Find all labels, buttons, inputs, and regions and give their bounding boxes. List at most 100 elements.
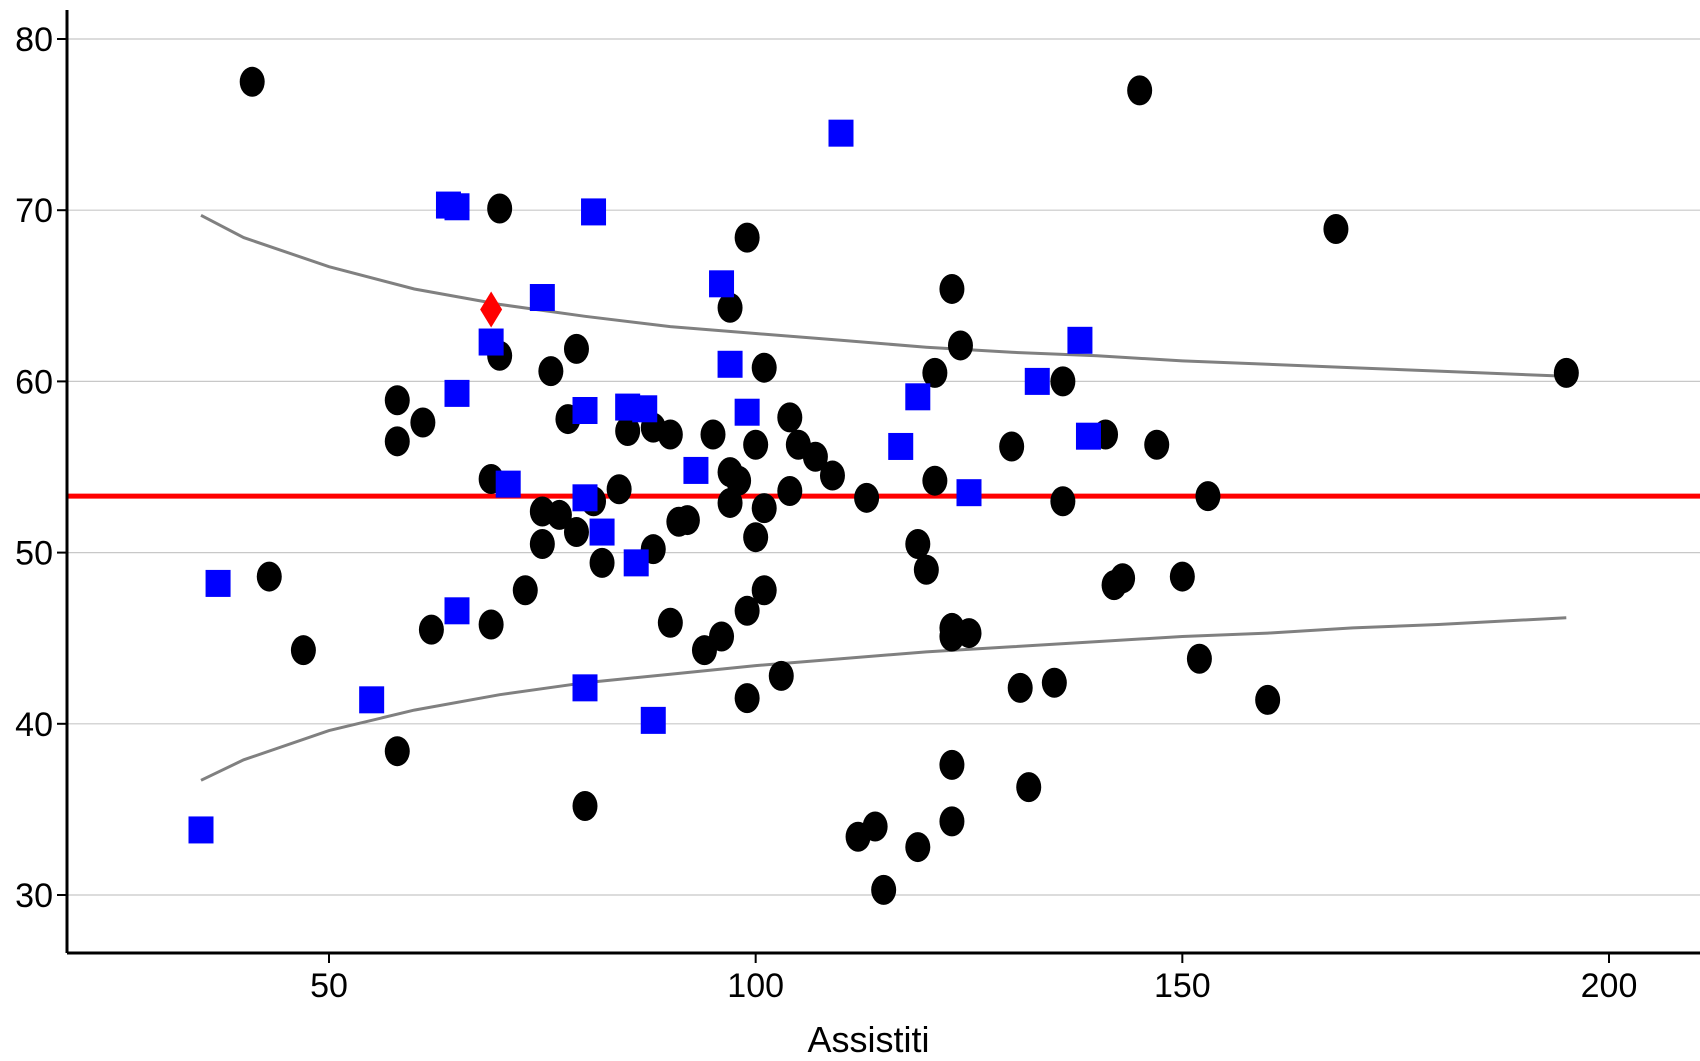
circle-point <box>1110 563 1136 594</box>
circle-point <box>1016 772 1042 803</box>
square-point <box>623 549 649 577</box>
circle-point <box>410 407 436 438</box>
circle-point <box>717 487 743 518</box>
y-tick-label: 50 <box>15 535 53 573</box>
circle-point <box>777 402 803 433</box>
circle-point <box>709 621 735 652</box>
circle-point <box>1144 429 1170 460</box>
circle-point <box>905 832 931 863</box>
square-point <box>956 479 982 507</box>
circle-point <box>256 561 282 592</box>
circle-point <box>478 609 504 640</box>
control-limit-curves <box>200 213 1567 782</box>
square-point <box>589 518 615 546</box>
circle-point <box>777 475 803 506</box>
circle-point <box>1195 481 1221 512</box>
upper-limit-curve <box>200 213 1567 378</box>
y-tick-label: 40 <box>15 706 53 744</box>
circle-point <box>939 273 965 304</box>
x-tick-label: 50 <box>310 967 348 1005</box>
square-point <box>828 119 854 147</box>
circle-point <box>239 66 265 97</box>
square-point <box>444 597 470 625</box>
square-point <box>1024 367 1050 395</box>
circle-point <box>572 790 598 821</box>
y-tick-label: 60 <box>15 363 53 401</box>
circle-point <box>734 595 760 626</box>
square-point <box>709 270 735 298</box>
square-point <box>1075 422 1101 450</box>
circle-point <box>657 419 683 450</box>
square-point <box>640 706 666 734</box>
circle-point <box>734 222 760 253</box>
circle-point <box>1007 672 1033 703</box>
circle-point <box>1186 643 1212 674</box>
y-tick-label: 30 <box>15 877 53 915</box>
circle-point <box>384 426 410 457</box>
circle-point <box>615 416 641 447</box>
circle-point <box>487 193 513 224</box>
y-tick-label: 80 <box>15 21 53 59</box>
square-point <box>581 198 607 226</box>
x-tick-label: 100 <box>727 967 784 1005</box>
circle-point <box>700 419 726 450</box>
circle-point <box>854 482 880 513</box>
circle-point <box>871 874 897 905</box>
circle-point <box>939 749 965 780</box>
square-point <box>1067 326 1093 354</box>
circle-point <box>819 460 845 491</box>
x-tick-label: 150 <box>1154 967 1211 1005</box>
circle-point <box>1050 486 1076 517</box>
square-point <box>572 674 598 702</box>
square-point <box>478 328 504 356</box>
circle-point <box>751 352 777 383</box>
circle-point <box>512 575 538 606</box>
square-point <box>572 397 598 425</box>
square-point <box>444 193 470 221</box>
circle-point <box>384 736 410 767</box>
circle-point <box>768 660 794 691</box>
circle-point <box>1323 214 1349 245</box>
diamond-point <box>480 291 503 328</box>
circle-point <box>384 385 410 416</box>
circle-point <box>529 529 555 560</box>
circle-point <box>606 474 632 505</box>
circle-point <box>802 441 828 472</box>
x-axis-title: Assistiti <box>807 1019 929 1060</box>
square-point <box>572 484 598 512</box>
x-tick-label: 200 <box>1581 967 1638 1005</box>
circle-point <box>862 811 888 842</box>
circle-point <box>674 505 700 536</box>
data-points <box>188 66 1579 905</box>
square-point <box>888 432 914 460</box>
circle-point <box>922 465 948 496</box>
circle-point <box>563 333 589 364</box>
circle-point <box>589 547 615 578</box>
circle-point <box>913 554 939 585</box>
circle-point <box>726 465 752 496</box>
circle-point <box>999 431 1025 462</box>
square-point <box>734 398 760 426</box>
circle-point <box>1169 561 1195 592</box>
circle-point <box>538 356 564 387</box>
square-point <box>205 569 231 597</box>
circle-point <box>905 529 931 560</box>
circle-point <box>743 522 769 553</box>
circle-point <box>743 429 769 460</box>
circle-point <box>1553 357 1579 388</box>
circle-point <box>1127 75 1153 106</box>
circle-point <box>922 357 948 388</box>
square-point <box>717 350 743 378</box>
square-point <box>495 470 521 498</box>
grid-lines <box>67 38 1700 896</box>
circle-point <box>1050 366 1076 397</box>
square-point <box>359 686 385 714</box>
lower-limit-curve <box>200 616 1567 782</box>
circle-point <box>546 499 572 530</box>
circle-point <box>956 618 982 649</box>
square-point <box>683 456 709 484</box>
square-point <box>632 395 658 423</box>
circle-point <box>751 493 777 524</box>
square-point <box>188 816 214 844</box>
